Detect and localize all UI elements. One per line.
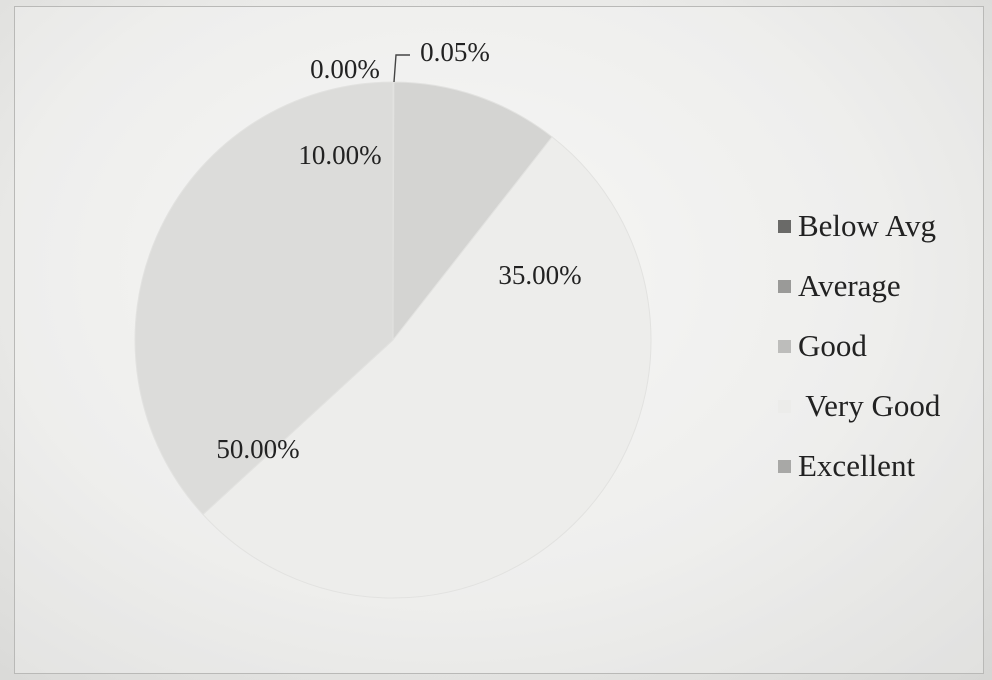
pie-slice-excellent (134, 81, 394, 516)
legend-label: Good (798, 328, 867, 363)
pie-slice-good (392, 81, 553, 342)
legend-swatch (778, 279, 791, 293)
data-label-excellent: 35.00% (498, 260, 581, 290)
legend-item: Excellent (778, 436, 940, 496)
legend-swatch (778, 399, 791, 413)
legend-item: Below Avg (778, 196, 940, 256)
legend-label: Below Avg (798, 208, 937, 243)
legend-swatch (778, 339, 791, 353)
data-label-below-avg: 0.05% (420, 37, 490, 67)
data-label-average: 0.00% (310, 54, 380, 84)
legend-item: Very Good (778, 376, 940, 436)
legend-item: Average (778, 256, 940, 316)
leader-line (393, 54, 410, 83)
legend: Below Avg Average Good Very Good Excellent (778, 196, 940, 496)
legend-label: Excellent (798, 448, 916, 483)
pie-slice-very-good (202, 136, 652, 599)
legend-item: Good (778, 316, 940, 376)
data-label-very-good: 50.00% (216, 434, 299, 464)
legend-swatch (778, 219, 791, 233)
legend-label: Very Good (798, 388, 941, 423)
legend-swatch (778, 459, 791, 473)
legend-label: Average (798, 268, 901, 303)
data-label-good: 10.00% (298, 140, 381, 170)
